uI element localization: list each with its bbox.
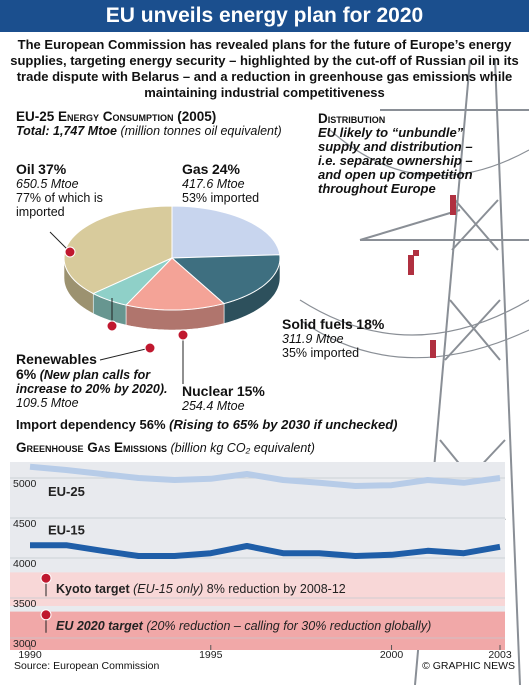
pie-slice bbox=[171, 205, 281, 259]
series-label: EU-15 bbox=[48, 523, 85, 538]
pie-slice bbox=[170, 254, 281, 305]
slice-value: 15% bbox=[236, 383, 265, 399]
target-name: Kyoto target bbox=[56, 582, 130, 596]
import-dependency: Import dependency 56% (Rising to 65% by … bbox=[16, 418, 456, 432]
pin bbox=[144, 342, 156, 354]
series-line bbox=[29, 463, 501, 489]
title-bar: EU unveils energy plan for 2020 bbox=[0, 0, 529, 32]
slice-name: Gas bbox=[182, 161, 209, 177]
title: EU unveils energy plan for 2020 bbox=[105, 4, 424, 27]
pie-subtitle: Total: 1,747 Mtoe bbox=[16, 124, 117, 138]
slice-label: Nuclear 15% 254.4 Mtoe bbox=[182, 384, 302, 413]
slice-label: Renewables 6% (New plan calls for increa… bbox=[16, 352, 176, 410]
target-text: 8% reduction by 2008-12 bbox=[207, 582, 346, 596]
series-line bbox=[30, 542, 501, 559]
series-label: EU-25 bbox=[48, 484, 85, 499]
pie-slice bbox=[92, 257, 173, 306]
x-tick-label: 1990 bbox=[18, 649, 42, 661]
slice-label: Gas 24% 417.6 Mtoe 53% imported bbox=[182, 162, 302, 205]
distribution-title: Distribution bbox=[318, 111, 386, 126]
import-note: (Rising to 65% by 2030 if unchecked) bbox=[169, 417, 398, 432]
x-tick-label: 2000 bbox=[380, 649, 404, 661]
pin bbox=[106, 320, 118, 332]
slice-detail: 109.5 Mtoe bbox=[16, 396, 79, 410]
slice-detail: 53% imported bbox=[182, 191, 260, 205]
pin bbox=[177, 329, 189, 341]
slice-value: 18% bbox=[356, 316, 385, 332]
intro: The European Commission has revealed pla… bbox=[10, 37, 519, 100]
slice-detail: 311.9 Mtoe bbox=[282, 332, 344, 346]
target-label: EU 2020 target (20% reduction – calling … bbox=[56, 619, 431, 633]
pin bbox=[40, 609, 52, 621]
pie-subtitle-note: (million tonnes oil equivalent) bbox=[120, 124, 282, 138]
slice-label: Oil 37% 650.5 Mtoe 77% of which is impor… bbox=[16, 162, 146, 219]
y-tick-label: 4000 bbox=[13, 558, 37, 570]
slice-detail: 35% imported bbox=[282, 346, 360, 360]
target-label: Kyoto target (EU-15 only) 8% reduction b… bbox=[56, 582, 346, 596]
pin-line bbox=[99, 347, 151, 361]
target-note: (EU-15 only) bbox=[133, 582, 203, 596]
pin bbox=[64, 246, 76, 258]
x-tick-label: 2003 bbox=[488, 649, 512, 661]
pylon bbox=[299, 59, 529, 685]
insulators bbox=[408, 195, 456, 358]
pin bbox=[40, 572, 52, 584]
distribution-text: EU likely to “unbundle” supply and distr… bbox=[318, 125, 473, 196]
pie-slice bbox=[63, 205, 173, 295]
slice-detail: 650.5 Mtoe bbox=[16, 177, 79, 191]
slice-detail: 417.6 Mtoe bbox=[182, 177, 245, 191]
distribution: Distribution EU likely to “unbundle” sup… bbox=[318, 112, 478, 196]
target-note: (20% reduction – calling for 30% reducti… bbox=[146, 619, 431, 633]
target-name: EU 2020 target bbox=[56, 619, 144, 633]
import-label: Import dependency 56% bbox=[16, 417, 166, 432]
pie-title: EU-25 Energy Consumption (2005) bbox=[16, 109, 217, 124]
pie-heading: EU-25 Energy Consumption (2005) Total: 1… bbox=[16, 109, 306, 139]
target-band bbox=[10, 572, 505, 606]
y-tick-label: 4500 bbox=[13, 518, 37, 530]
line-subtitle: (billion kg CO₂ equivalent) bbox=[170, 441, 315, 455]
slice-value: 24% bbox=[211, 161, 240, 177]
slice-detail: (New plan calls for increase to 20% by 2… bbox=[16, 368, 168, 396]
slice-name: Nuclear bbox=[182, 383, 234, 399]
credit: © GRAPHIC NEWS bbox=[422, 660, 515, 672]
y-tick-label: 3000 bbox=[13, 638, 37, 650]
slice-label: Solid fuels 18% 311.9 Mtoe 35% imported bbox=[282, 317, 402, 360]
slice-name: Oil bbox=[16, 161, 35, 177]
x-tick-label: 1995 bbox=[199, 649, 223, 661]
slice-value: 6% bbox=[16, 366, 37, 382]
pie-slice bbox=[125, 257, 226, 311]
slice-detail: 77% of which is imported bbox=[16, 191, 103, 219]
line-title: Greenhouse Gas Emissions bbox=[16, 440, 168, 455]
y-tick-label: 3500 bbox=[13, 598, 37, 610]
target-band bbox=[10, 611, 505, 650]
y-tick-label: 5000 bbox=[13, 478, 37, 490]
slice-name: Solid fuels bbox=[282, 316, 353, 332]
line-heading: Greenhouse Gas Emissions (billion kg CO₂… bbox=[16, 440, 496, 456]
slice-name: Renewables bbox=[16, 351, 97, 367]
slice-detail: 254.4 Mtoe bbox=[182, 399, 245, 413]
source: Source: European Commission bbox=[14, 660, 160, 672]
slice-value: 37% bbox=[38, 161, 67, 177]
